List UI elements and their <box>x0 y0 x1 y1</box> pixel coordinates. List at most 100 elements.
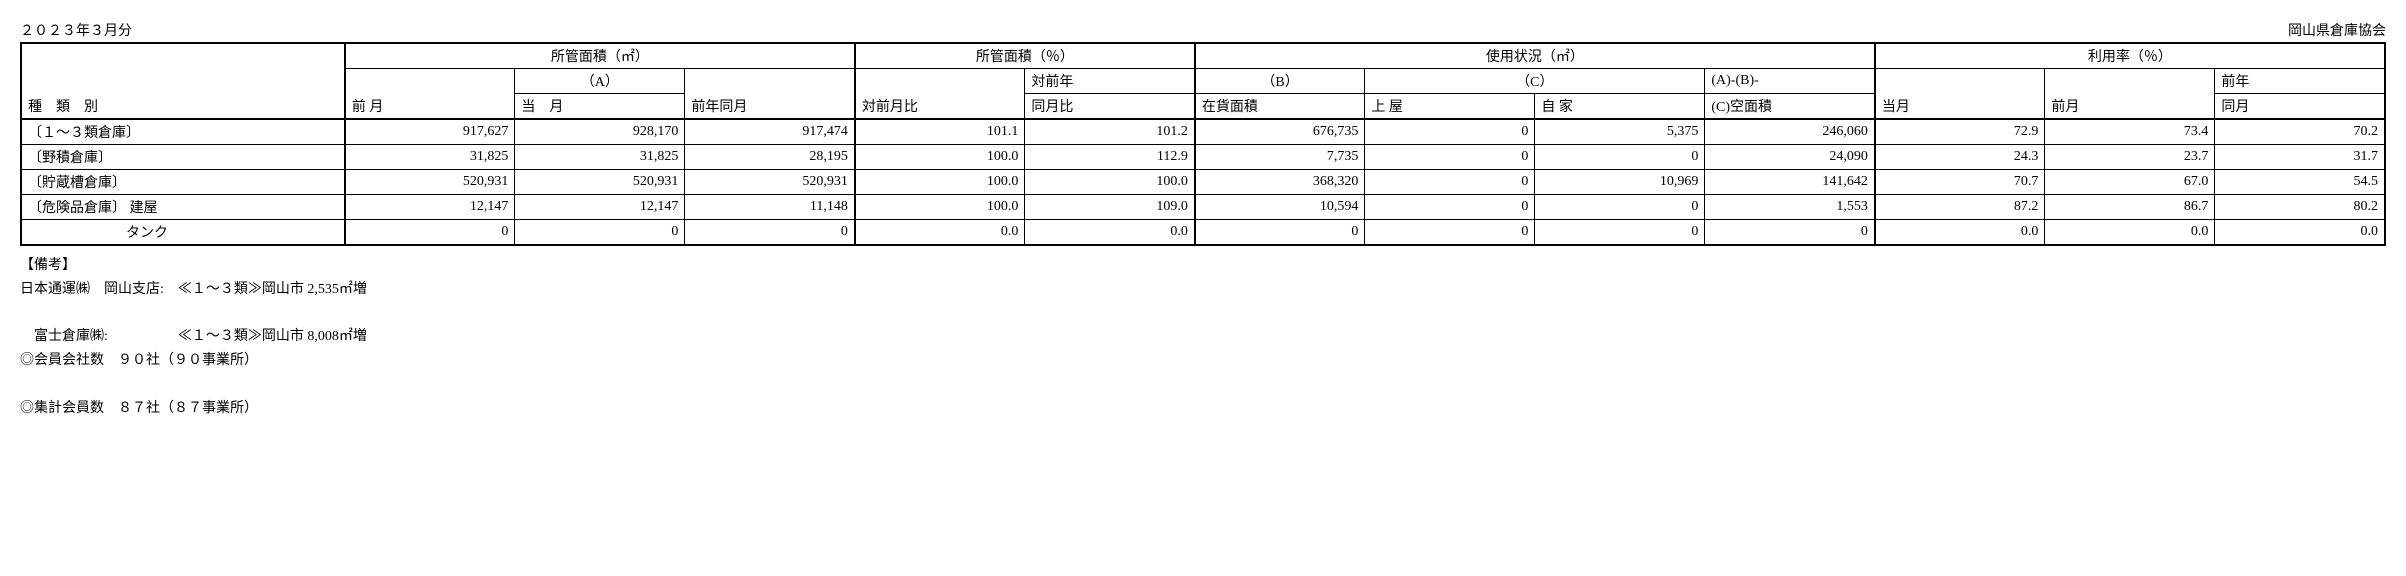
cell-stock: 7,735 <box>1195 145 1365 170</box>
cell-pct-py: 109.0 <box>1025 195 1195 220</box>
notes-line1: 日本通運㈱ 岡山支店: ≪１～３類≫岡山市 2,535㎡増 <box>20 278 2386 302</box>
cell-area-prev: 917,627 <box>345 119 515 145</box>
members-1: ◎会員会社数 ９０社（９０事業所） <box>20 349 2386 373</box>
th-usage-m2: 使用状況（㎡） <box>1195 43 1875 69</box>
cell-util-cur: 72.9 <box>1875 119 2045 145</box>
cell-pct-prev: 100.0 <box>855 170 1025 195</box>
th-util-pct: 利用率（％） <box>1875 43 2385 69</box>
cell-util-py: 70.2 <box>2215 119 2385 145</box>
table-row: 〔危険品倉庫〕 建屋12,14712,14711,148100.0109.010… <box>21 195 2385 220</box>
cell-area-py: 11,148 <box>685 195 855 220</box>
cell-area-py: 0 <box>685 220 855 246</box>
cell-util-prev: 73.4 <box>2045 119 2215 145</box>
cell-vacant: 24,090 <box>1705 145 1875 170</box>
notes-heading: 【備考】 <box>20 254 2386 278</box>
cell-label: 〔危険品倉庫〕 建屋 <box>21 195 345 220</box>
th-cur-month: 当 月 <box>515 94 685 120</box>
cell-area-cur: 12,147 <box>515 195 685 220</box>
cell-util-prev: 0.0 <box>2045 220 2215 246</box>
cell-util-py: 31.7 <box>2215 145 2385 170</box>
warehouse-table: 種 類 別 所管面積（㎡） 所管面積（％） 使用状況（㎡） 利用率（％） 前 月… <box>20 42 2386 246</box>
cell-util-cur: 24.3 <box>1875 145 2045 170</box>
cell-pct-py: 0.0 <box>1025 220 1195 246</box>
cell-util-cur: 0.0 <box>1875 220 2045 246</box>
period-label: ２０２３年３月分 <box>20 20 132 40</box>
th-category: 種 類 別 <box>21 43 345 119</box>
org-label: 岡山県倉庫協会 <box>2288 20 2386 40</box>
table-row: 〔野積倉庫〕31,82531,82528,195100.0112.97,7350… <box>21 145 2385 170</box>
cell-label: 〔１～３類倉庫〕 <box>21 119 345 145</box>
th-uwaya: 上 屋 <box>1365 94 1535 120</box>
cell-area-prev: 12,147 <box>345 195 515 220</box>
cell-util-py: 80.2 <box>2215 195 2385 220</box>
cell-util-py: 0.0 <box>2215 220 2385 246</box>
cell-uwaya: 0 <box>1365 145 1535 170</box>
cell-area-py: 917,474 <box>685 119 855 145</box>
cell-pct-py: 101.2 <box>1025 119 1195 145</box>
table-body: 〔１～３類倉庫〕917,627928,170917,474101.1101.26… <box>21 119 2385 245</box>
cell-pct-prev: 100.0 <box>855 195 1025 220</box>
cell-pct-py: 100.0 <box>1025 170 1195 195</box>
th-jika: 自 家 <box>1535 94 1705 120</box>
th-stock-area: 在貨面積 <box>1195 94 1365 120</box>
table-row: 〔１～３類倉庫〕917,627928,170917,474101.1101.26… <box>21 119 2385 145</box>
members-2: ◎集計会員数 ８７社（８７事業所） <box>20 397 2386 421</box>
th-c-label: （C） <box>1365 69 1705 94</box>
notes-line2: 富士倉庫㈱: ≪１～３類≫岡山市 8,008㎡増 <box>20 325 2386 349</box>
th-b-label: （B） <box>1195 69 1365 94</box>
cell-util-prev: 23.7 <box>2045 145 2215 170</box>
th-util-prev: 前月 <box>2045 69 2215 120</box>
cell-util-cur: 87.2 <box>1875 195 2045 220</box>
cell-stock: 10,594 <box>1195 195 1365 220</box>
cell-jika: 10,969 <box>1535 170 1705 195</box>
cell-stock: 368,320 <box>1195 170 1365 195</box>
th-util-py-top: 前年 <box>2215 69 2385 94</box>
cell-area-prev: 520,931 <box>345 170 515 195</box>
cell-pct-prev: 100.0 <box>855 145 1025 170</box>
cell-jika: 0 <box>1535 220 1705 246</box>
cell-uwaya: 0 <box>1365 195 1535 220</box>
cell-vacant: 0 <box>1705 220 1875 246</box>
cell-pct-prev: 0.0 <box>855 220 1025 246</box>
th-vacant-bottom: (C)空面積 <box>1705 94 1875 120</box>
th-vacant-top: (A)-(B)- <box>1705 69 1875 94</box>
cell-label: 〔野積倉庫〕 <box>21 145 345 170</box>
table-row: 〔貯蔵槽倉庫〕520,931520,931520,931100.0100.036… <box>21 170 2385 195</box>
th-util-py-bottom: 同月 <box>2215 94 2385 120</box>
cell-area-prev: 0 <box>345 220 515 246</box>
cell-vacant: 246,060 <box>1705 119 1875 145</box>
cell-uwaya: 0 <box>1365 220 1535 246</box>
cell-pct-prev: 101.1 <box>855 119 1025 145</box>
cell-area-cur: 31,825 <box>515 145 685 170</box>
th-area-m2: 所管面積（㎡） <box>345 43 855 69</box>
th-prev-month: 前 月 <box>345 69 515 120</box>
cell-uwaya: 0 <box>1365 170 1535 195</box>
th-util-cur: 当月 <box>1875 69 2045 120</box>
cell-uwaya: 0 <box>1365 119 1535 145</box>
th-vs-py-bottom: 同月比 <box>1025 94 1195 120</box>
cell-pct-py: 112.9 <box>1025 145 1195 170</box>
cell-area-cur: 928,170 <box>515 119 685 145</box>
cell-area-cur: 520,931 <box>515 170 685 195</box>
cell-vacant: 141,642 <box>1705 170 1875 195</box>
cell-area-py: 28,195 <box>685 145 855 170</box>
cell-area-py: 520,931 <box>685 170 855 195</box>
th-py-month: 前年同月 <box>685 69 855 120</box>
cell-label: 〔貯蔵槽倉庫〕 <box>21 170 345 195</box>
cell-label: タンク <box>21 220 345 246</box>
cell-vacant: 1,553 <box>1705 195 1875 220</box>
cell-jika: 5,375 <box>1535 119 1705 145</box>
cell-jika: 0 <box>1535 195 1705 220</box>
th-vs-py-top: 対前年 <box>1025 69 1195 94</box>
cell-util-cur: 70.7 <box>1875 170 2045 195</box>
table-row: タンク0000.00.000000.00.00.0 <box>21 220 2385 246</box>
cell-area-cur: 0 <box>515 220 685 246</box>
cell-stock: 0 <box>1195 220 1365 246</box>
cell-jika: 0 <box>1535 145 1705 170</box>
cell-stock: 676,735 <box>1195 119 1365 145</box>
cell-util-prev: 86.7 <box>2045 195 2215 220</box>
cell-util-py: 54.5 <box>2215 170 2385 195</box>
cell-util-prev: 67.0 <box>2045 170 2215 195</box>
th-a-label: （A） <box>515 69 685 94</box>
cell-area-prev: 31,825 <box>345 145 515 170</box>
